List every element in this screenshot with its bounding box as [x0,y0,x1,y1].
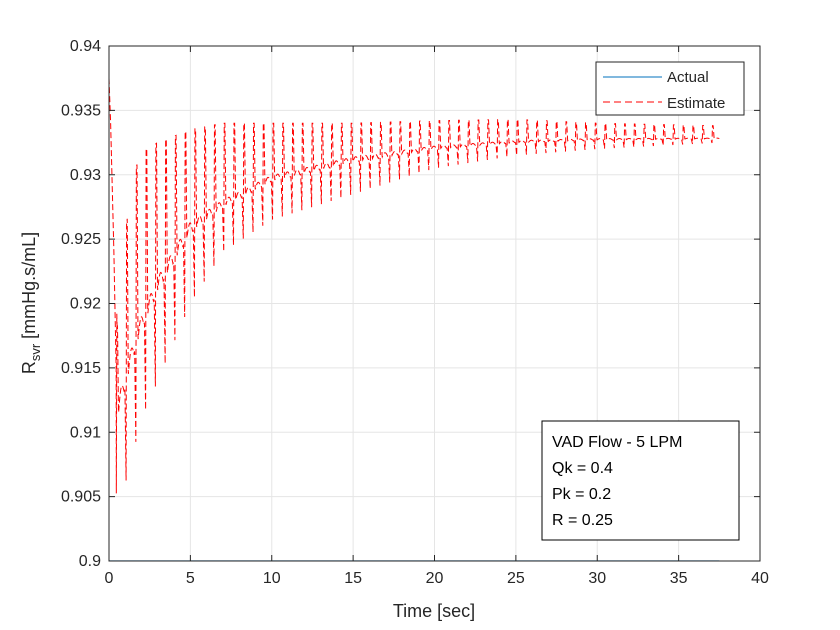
x-tick-label: 15 [344,570,362,587]
x-tick-label: 5 [186,570,195,587]
x-axis-label: Time [sec] [393,601,475,621]
annotation-box: VAD Flow - 5 LPM Qk = 0.4 Pk = 0.2 R = 0… [541,420,740,541]
annotation-frame [541,420,740,541]
x-tick-label: 10 [263,570,281,587]
legend-label-estimate: Estimate [667,95,725,112]
annotation-line-4: R = 0.25 [552,512,613,529]
y-tick-label: 0.905 [61,489,101,506]
legend-label-actual: Actual [667,69,709,86]
ticks [108,45,761,562]
x-tick-label: 0 [105,570,114,587]
y-tick-labels: 0.9 0.905 0.91 0.915 0.92 0.925 0.93 0.935 0.94 [61,38,101,570]
annotation-line-3: Pk = 0.2 [552,486,611,503]
y-tick-label: 0.915 [61,360,101,377]
y-tick-label: 0.91 [70,424,101,441]
y-tick-label: 0.935 [61,102,101,119]
y-tick-label: 0.94 [70,38,101,55]
y-tick-label: 0.92 [70,296,101,313]
annotation-line-2: Qk = 0.4 [552,460,613,477]
y-axis-label-main: R [19,361,39,374]
x-tick-label: 40 [751,570,769,587]
x-tick-label: 30 [588,570,606,587]
y-axis-label: Rsvr [mmHg.s/mL] [19,232,43,374]
annotation-line-1: VAD Flow - 5 LPM [552,434,682,451]
y-tick-label: 0.9 [79,553,101,570]
y-tick-label: 0.93 [70,167,101,184]
x-tick-label: 25 [507,570,525,587]
y-tick-label: 0.925 [61,231,101,248]
y-axis-label-units: [mmHg.s/mL] [19,232,39,344]
x-tick-labels: 0 5 10 15 20 25 30 35 40 [105,570,769,587]
series-estimate-line [109,78,720,494]
legend-box [595,61,745,116]
legend: Actual Estimate [595,61,745,116]
series-layer [109,78,720,561]
x-tick-label: 20 [426,570,444,587]
x-tick-label: 35 [670,570,688,587]
y-axis-label-subscript: svr [28,343,43,361]
